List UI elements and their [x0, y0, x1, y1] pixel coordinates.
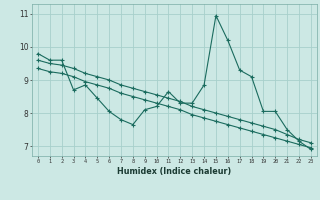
X-axis label: Humidex (Indice chaleur): Humidex (Indice chaleur)	[117, 167, 232, 176]
